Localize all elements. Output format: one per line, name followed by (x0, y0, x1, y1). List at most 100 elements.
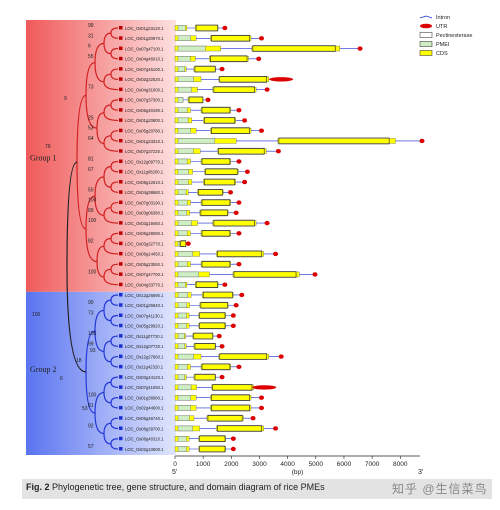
utr-mark (244, 169, 250, 174)
pectinesterase-domain (219, 353, 267, 360)
pectinesterase-domain (199, 322, 226, 330)
leaf-marker (119, 426, 123, 430)
pmei-domain (177, 384, 192, 391)
gene-id-label: LOC_Os01g20800.1 (125, 118, 164, 123)
pmei-domain (177, 107, 188, 113)
cds-segment (200, 158, 231, 165)
pectinesterase-domain (199, 435, 226, 443)
caption-text: Phylogenetic tree, gene structure, and d… (52, 482, 325, 492)
pectinesterase-domain (200, 209, 228, 217)
five-prime-label: 5' (172, 469, 177, 476)
leaf-marker (119, 221, 123, 225)
leaf-marker (119, 303, 123, 307)
pmei-domain (177, 261, 188, 267)
leaf-marker (119, 282, 123, 287)
cds-segment (193, 374, 216, 380)
bootstrap-value: 81 (88, 156, 94, 162)
cds-segment (210, 128, 252, 134)
pmei-icon (419, 41, 433, 47)
leaf-marker (119, 169, 123, 174)
pmei-domain (177, 45, 206, 52)
gene-id-label: LOC_Os12g09770.1 (125, 159, 164, 164)
utr-mark (222, 282, 228, 287)
leaf-marker (119, 385, 123, 389)
utr-mark (230, 313, 236, 318)
pmei-domain (177, 148, 194, 154)
pmei-domain (177, 117, 189, 124)
cds-segment (211, 384, 254, 391)
pmei-domain (177, 302, 188, 308)
cds-segment (216, 251, 264, 257)
gene-id-label: LOC_Os04g31000.1 (125, 87, 164, 92)
pectinesterase-domain (204, 117, 236, 124)
bootstrap-value: 6 (88, 44, 91, 50)
gene-id-label: LOC_Os01g20970.1 (125, 36, 164, 41)
cds-segment (203, 117, 236, 124)
cds-segment (198, 436, 226, 442)
pectinesterase-domain (198, 188, 223, 196)
utr-mark (236, 261, 242, 267)
pmei-domain (177, 230, 188, 237)
pmei-domain (177, 179, 189, 185)
legend-label: Intron (436, 15, 450, 21)
cds-segment (198, 312, 226, 319)
x-axis-tick-label: 8000 (393, 461, 408, 468)
bootstrap-value: 100 (88, 218, 97, 224)
utr-mark (236, 107, 242, 113)
pmei-domain (177, 425, 193, 432)
pectinesterase-domain (201, 199, 231, 206)
pmei-domain (177, 138, 215, 144)
cds-segment (216, 425, 264, 432)
pectinesterase-domain (188, 96, 204, 104)
leaf-marker (119, 292, 123, 297)
bootstrap-value: 100 (88, 269, 97, 275)
utr-mark (233, 210, 239, 216)
leaf-marker (119, 364, 123, 369)
gene-id-label: LOC_Os07g47100.1 (125, 46, 164, 51)
cds-segment (202, 292, 234, 298)
cds-segment (210, 405, 252, 411)
utr-mark (357, 46, 363, 51)
leaf-marker (119, 56, 123, 61)
cds-segment (197, 189, 224, 195)
gene-id-label: LOC_Os06g46740.1 (125, 416, 164, 421)
watermark: 知乎 @生信菜鸟 (392, 482, 488, 496)
cds-segment (218, 76, 269, 82)
cds-segment (198, 446, 226, 452)
pectinesterase-domain (202, 291, 233, 299)
x-axis-tick-label: 0 (173, 461, 177, 468)
leaf-marker (119, 313, 123, 318)
leaf-marker (119, 138, 123, 143)
gene-id-label: LOC_Os07g37300.1 (125, 98, 164, 103)
leaf-marker (119, 344, 123, 348)
leaf-marker (119, 251, 123, 256)
leaf-marker (119, 405, 123, 410)
gene-id-label: LOC_Os04g46010.1 (125, 57, 164, 62)
pectinesterase-domain (200, 301, 228, 309)
bootstrap-value: 6 (60, 376, 63, 382)
pectinesterase-domain (195, 281, 218, 289)
pectinesterase-domain (201, 260, 231, 268)
cds-segment (212, 86, 257, 93)
utr-mark (252, 385, 277, 390)
bootstrap-value: 92 (88, 423, 94, 429)
leaf-marker (119, 108, 123, 112)
cds-segment (200, 261, 231, 267)
utr-mark (256, 56, 262, 62)
utr-mark (219, 344, 225, 349)
pectinesterase-domain (201, 158, 231, 165)
pmei-domain (177, 86, 192, 93)
utr-mark (236, 231, 242, 236)
group-2-band (26, 291, 176, 455)
gene-id-label: LOC_Os03g44120.1 (125, 375, 164, 380)
pmei-domain (177, 251, 193, 257)
utr-mark (242, 179, 248, 185)
cds-segment (200, 364, 231, 370)
leaf-marker (119, 354, 123, 359)
pmei-domain (177, 199, 188, 206)
pmei-domain (177, 446, 187, 452)
pmei-domain (177, 271, 199, 278)
bootstrap-value: 53 (82, 406, 88, 412)
utr-mark (250, 415, 256, 421)
bootstrap-value: 82 (88, 239, 94, 245)
